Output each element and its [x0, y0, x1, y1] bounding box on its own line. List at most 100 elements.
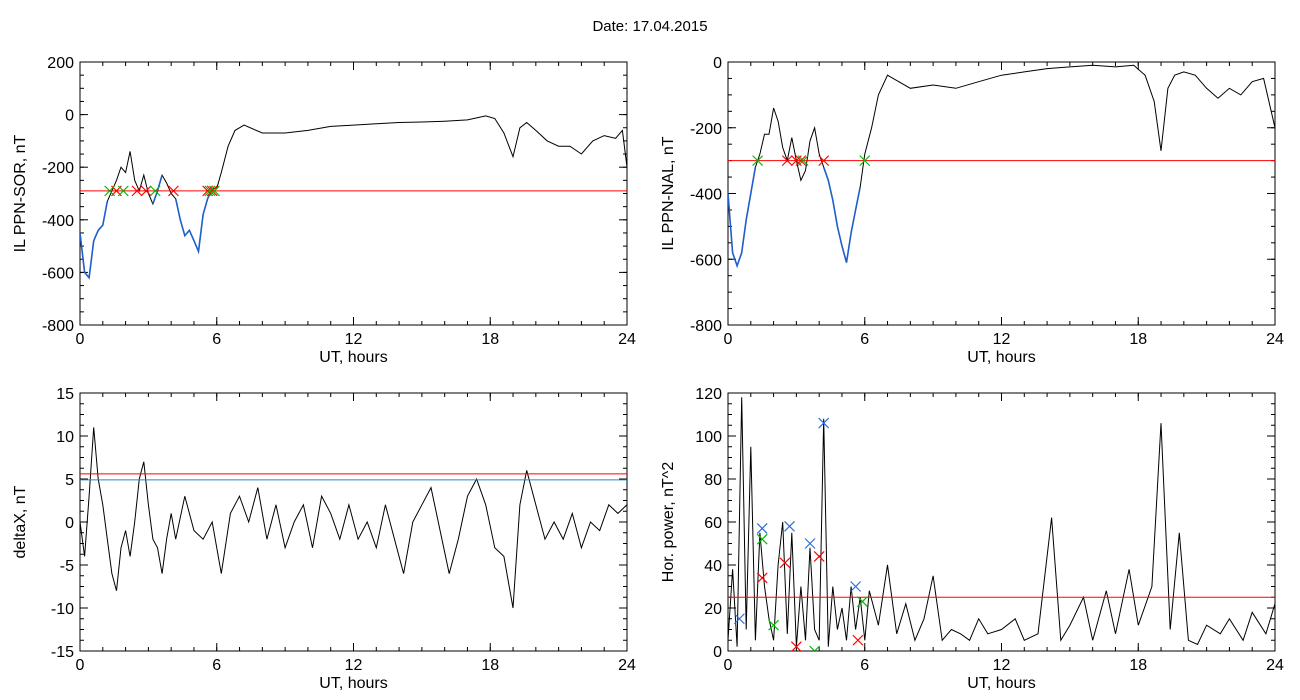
y-tick-label: 40 — [704, 558, 722, 575]
x-tick-label: 0 — [724, 331, 733, 348]
series-line — [728, 397, 1275, 647]
x-tick-label: 0 — [724, 657, 733, 674]
x-tick-label: 18 — [481, 657, 499, 674]
x-tick-label: 18 — [1129, 657, 1147, 674]
y-tick-label: 5 — [65, 472, 74, 489]
y-tick-label: 0 — [713, 644, 722, 661]
x-tick-label: 18 — [481, 331, 499, 348]
red-cross-marker — [852, 634, 864, 646]
green-cross-marker — [117, 185, 129, 197]
x-tick-label: 0 — [76, 657, 85, 674]
y-tick-label: 0 — [65, 108, 74, 125]
page-title: Date: 17.04.2015 — [592, 18, 708, 35]
x-tick-label: 6 — [212, 331, 221, 348]
red-cross-marker — [795, 155, 807, 167]
y-tick-label: -10 — [51, 601, 74, 618]
x-tick-label: 12 — [345, 331, 363, 348]
y-tick-label: -800 — [690, 318, 722, 335]
x-axis-label: UT, hours — [967, 675, 1035, 692]
x-tick-label: 24 — [1266, 331, 1284, 348]
chart-panel-3: 0 6 12 18 24 15 10 5 0 -5 -10 -15 UT, hours deltaX, n… — [12, 386, 636, 692]
y-tick-label: -15 — [51, 644, 74, 661]
red-cross-marker — [206, 185, 218, 197]
series-line — [80, 427, 627, 609]
y-tick-label: -200 — [690, 121, 722, 138]
plot-area — [80, 115, 627, 280]
x-tick-label: 0 — [76, 331, 85, 348]
x-tick-label: 12 — [993, 331, 1011, 348]
plot-area — [728, 64, 1275, 269]
y-tick-label: 15 — [56, 386, 74, 403]
x-tick-label: 6 — [860, 657, 869, 674]
x-tick-label: 6 — [860, 331, 869, 348]
green-cross-marker — [149, 185, 161, 197]
plot-frame — [727, 61, 1276, 326]
x-tick-label: 12 — [345, 657, 363, 674]
blue-cross-marker — [818, 417, 830, 429]
x-axis-label: UT, hours — [967, 349, 1035, 366]
x-tick-label: 24 — [618, 657, 636, 674]
red-cross-marker — [818, 155, 830, 167]
x-tick-label: 6 — [212, 657, 221, 674]
red-cross-marker — [813, 550, 825, 562]
red-cross-marker — [140, 185, 152, 197]
y-tick-label: -400 — [690, 187, 722, 204]
y-tick-label: 0 — [65, 515, 74, 532]
series-line — [80, 115, 627, 279]
y-tick-label: 120 — [695, 386, 722, 403]
y-axis-label: Hor. power, nT^2 — [660, 462, 677, 583]
y-tick-label: 10 — [56, 429, 74, 446]
green-cross-marker — [797, 155, 809, 167]
y-tick-label: -200 — [42, 160, 74, 177]
x-tick-label: 24 — [1266, 657, 1284, 674]
y-tick-label: -800 — [42, 318, 74, 335]
highlight-segment — [174, 187, 213, 255]
plot-frame — [727, 392, 1276, 652]
plot-area — [80, 427, 627, 609]
green-cross-marker — [204, 185, 216, 197]
y-tick-label: 20 — [704, 601, 722, 618]
plot-area — [728, 397, 1275, 651]
y-tick-label: -400 — [42, 213, 74, 230]
red-cross-marker — [781, 155, 793, 167]
green-cross-marker — [857, 596, 868, 607]
x-tick-label: 18 — [1129, 331, 1147, 348]
x-axis-label: UT, hours — [319, 349, 387, 366]
y-tick-label: 80 — [704, 472, 722, 489]
chart-panel-1: 0 6 12 18 24 200 0 -200 -400 -600 -800 UT, hours IL … — [12, 55, 636, 366]
green-cross-marker — [768, 619, 780, 631]
x-axis-label: UT, hours — [319, 675, 387, 692]
y-tick-label: 60 — [704, 515, 722, 532]
highlight-segment — [80, 201, 109, 280]
blue-cross-marker — [733, 613, 745, 625]
y-tick-label: -600 — [690, 252, 722, 269]
green-cross-marker — [104, 185, 116, 197]
blue-cross-marker — [804, 538, 816, 549]
red-cross-marker — [790, 641, 802, 651]
red-cross-marker — [779, 557, 791, 569]
chart-panel-2: 0 6 12 18 24 0 -200 -400 -600 -800 UT, hours IL PPN… — [660, 55, 1284, 366]
blue-cross-marker — [756, 523, 768, 534]
green-cross-marker — [756, 533, 768, 545]
y-axis-label: deltaX, nT — [12, 485, 29, 558]
y-tick-label: -5 — [60, 558, 74, 575]
blue-cross-marker — [850, 581, 862, 592]
y-axis-label: IL PPN-NAL, nT — [660, 136, 677, 250]
series-line — [728, 64, 1275, 268]
y-tick-label: 200 — [47, 55, 74, 72]
y-tick-label: 0 — [713, 55, 722, 72]
blue-cross-marker — [784, 520, 795, 532]
plot-frame — [79, 61, 628, 326]
red-cross-marker — [756, 572, 768, 584]
y-tick-label: 100 — [695, 429, 722, 446]
highlight-segment — [822, 166, 861, 263]
green-cross-marker — [859, 155, 871, 167]
x-tick-label: 12 — [993, 657, 1011, 674]
highlight-segment — [728, 167, 757, 269]
x-tick-label: 24 — [618, 331, 636, 348]
y-axis-label: IL PPN-SOR, nT — [12, 134, 29, 252]
green-cross-marker — [752, 155, 764, 167]
green-cross-marker — [209, 185, 220, 197]
red-cross-marker — [131, 185, 143, 197]
